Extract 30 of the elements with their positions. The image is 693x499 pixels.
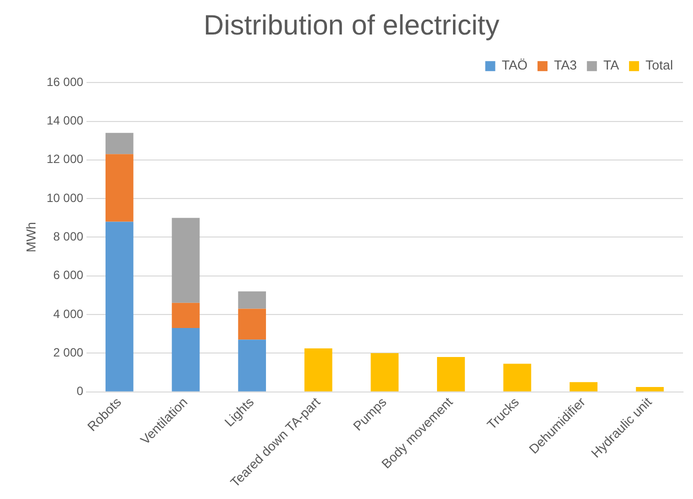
y-tick-label: 16 000: [46, 74, 84, 89]
y-tick-label: 12 000: [46, 152, 84, 166]
bar: [172, 302, 200, 328]
y-tick-label: 14 000: [46, 114, 84, 128]
bar: [106, 132, 134, 154]
bar: [636, 386, 664, 392]
y-tick-label: 2 000: [53, 345, 84, 360]
y-tick-label: 0: [76, 384, 84, 398]
y-tick-label: 8 000: [53, 230, 84, 244]
legend-label: Total: [646, 58, 674, 73]
bar: [172, 218, 200, 303]
bar: [238, 308, 266, 340]
bar: [503, 364, 532, 392]
bar: [106, 222, 134, 392]
legend-label: TA: [603, 58, 620, 73]
bar: [370, 353, 399, 392]
legend-label: TAÖ: [502, 58, 528, 73]
legend-label: TA3: [554, 58, 577, 73]
bar: [304, 348, 332, 392]
bar: [570, 382, 598, 392]
bar: [238, 340, 266, 392]
bar: [238, 291, 266, 309]
bar: [172, 328, 200, 392]
y-tick-label: 4 000: [53, 306, 84, 321]
y-axis-title: MWh: [23, 222, 38, 252]
y-tick-label: 10 000: [46, 190, 84, 205]
chart-title: Distribution of electricity: [204, 10, 500, 41]
y-tick-label: 6 000: [53, 268, 84, 282]
bar: [106, 154, 134, 222]
bar: [437, 357, 465, 392]
